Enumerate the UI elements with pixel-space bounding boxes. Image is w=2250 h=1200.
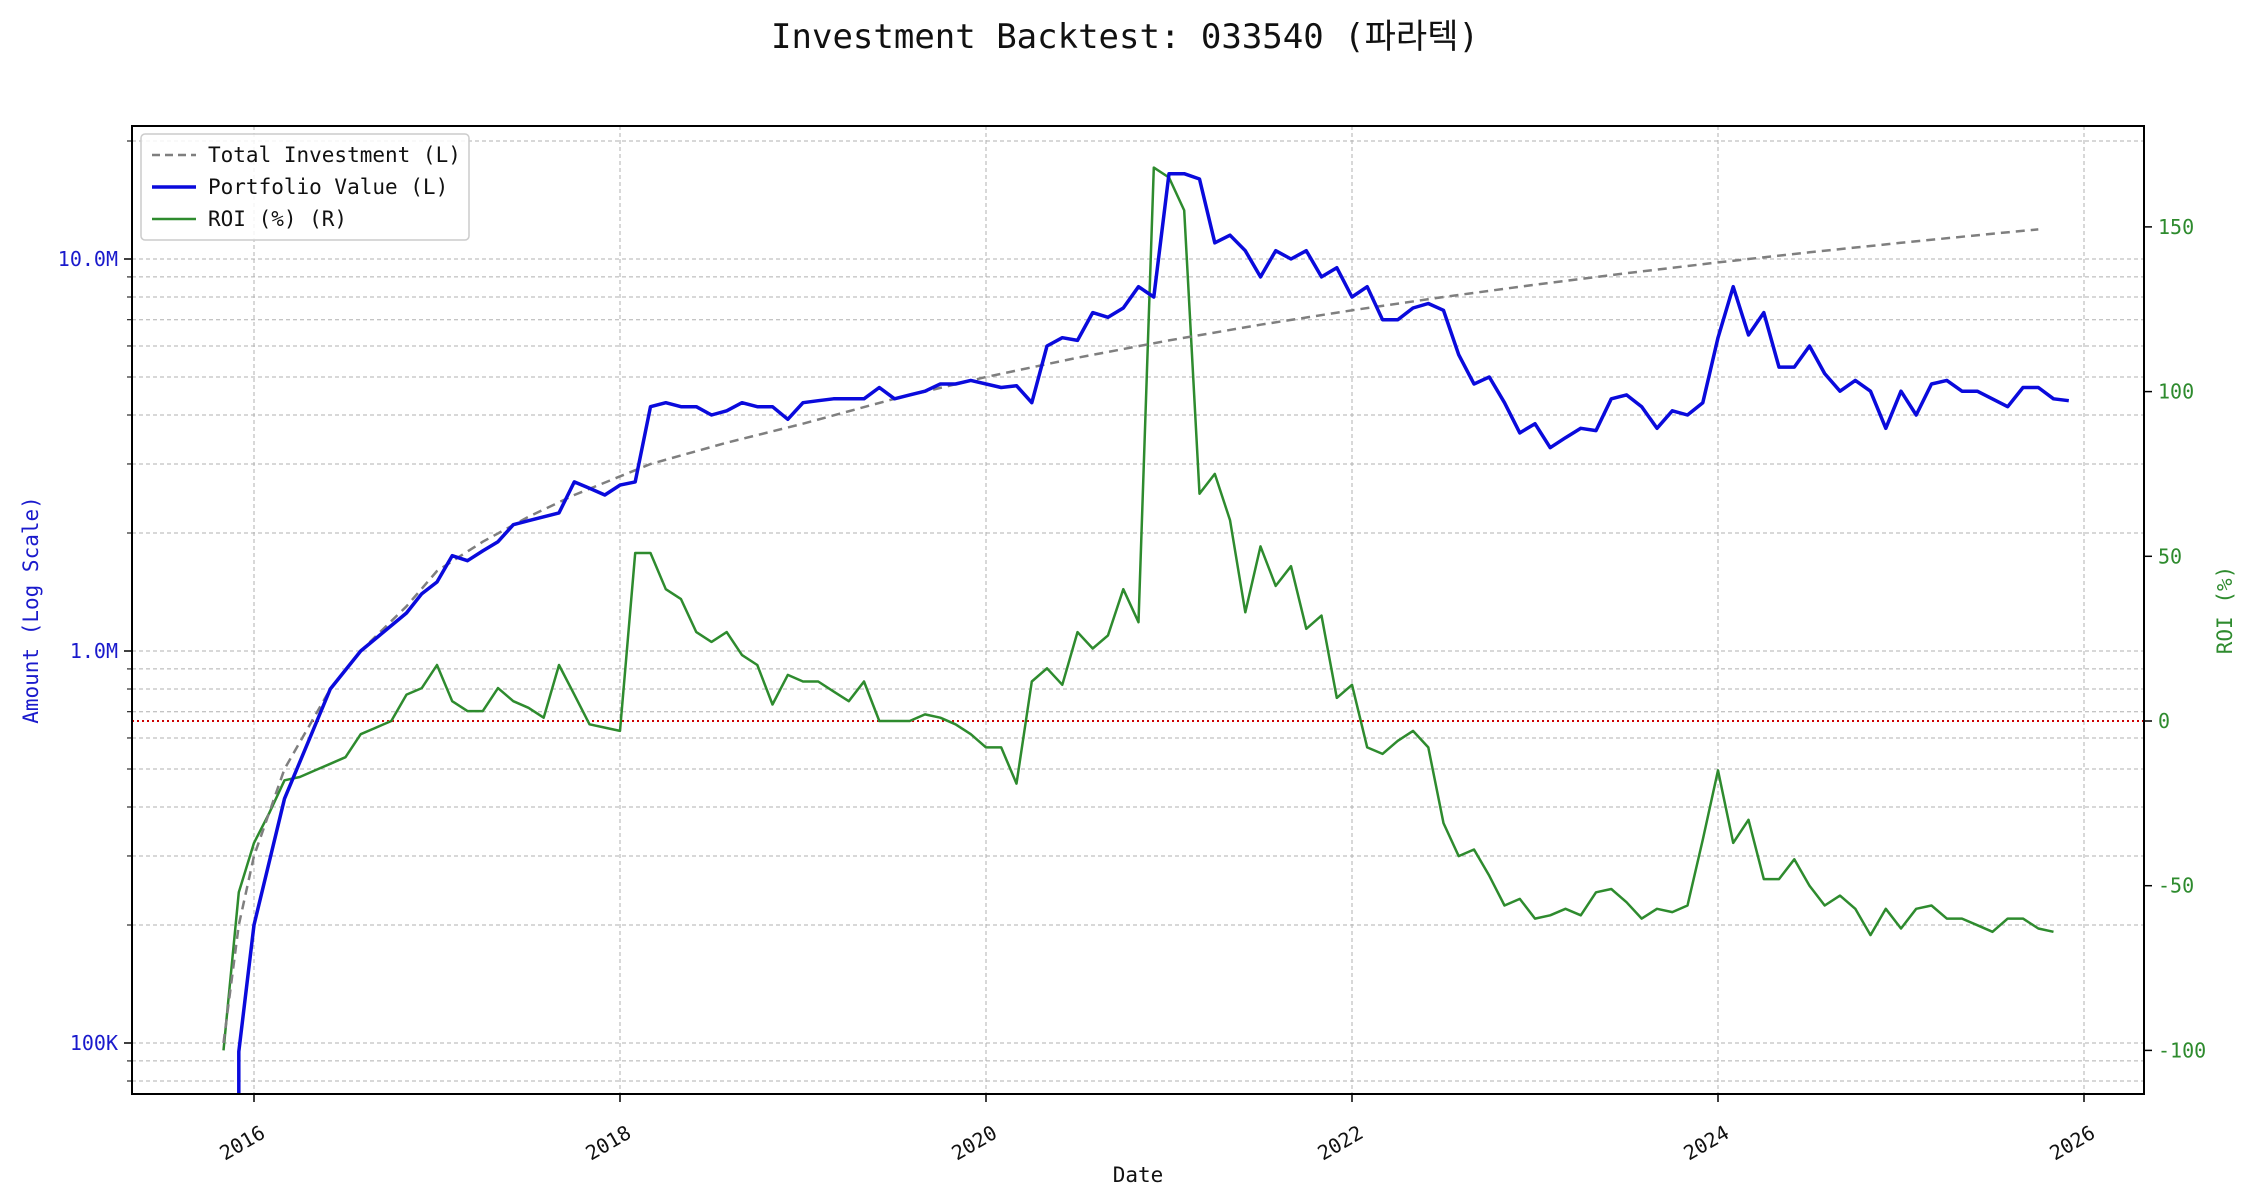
legend-label-total-investment: Total Investment (L): [208, 143, 461, 167]
plot-area: [222, 166, 2070, 1094]
right-tick-label: 150: [2158, 215, 2194, 239]
legend-label-roi: ROI (%) (R): [208, 207, 347, 231]
right-tick-label: 0: [2158, 709, 2170, 733]
legend-box: [140, 133, 470, 241]
series-line-portfolio-value: [237, 171, 2070, 1094]
series-line-roi: [222, 166, 2054, 1051]
left-axis-title: Amount (Log Scale): [19, 496, 43, 724]
right-y-axis: -100 -50 0 50 100 150: [2144, 215, 2206, 1062]
chart-title: Investment Backtest: 033540 (파라텍): [771, 17, 1479, 57]
right-tick-label: 100: [2158, 380, 2194, 404]
left-tick-label: 10.0M: [58, 247, 118, 271]
right-tick-label: -100: [2158, 1038, 2206, 1062]
right-tick-label: 50: [2158, 544, 2182, 568]
legend: Total Investment (L) Portfolio Value (L)…: [140, 133, 470, 241]
left-tick-label: 1.0M: [70, 639, 118, 663]
legend-label-portfolio-value: Portfolio Value (L): [208, 175, 448, 199]
right-axis-title: ROI (%): [2213, 566, 2237, 655]
left-tick-label: 100K: [70, 1031, 118, 1055]
right-tick-label: -50: [2158, 874, 2194, 898]
x-axis-title: Date: [1113, 1163, 1164, 1187]
plot-frame: [131, 125, 2145, 1095]
left-y-axis: 100K 1.0M 10.0M: [58, 140, 132, 1082]
